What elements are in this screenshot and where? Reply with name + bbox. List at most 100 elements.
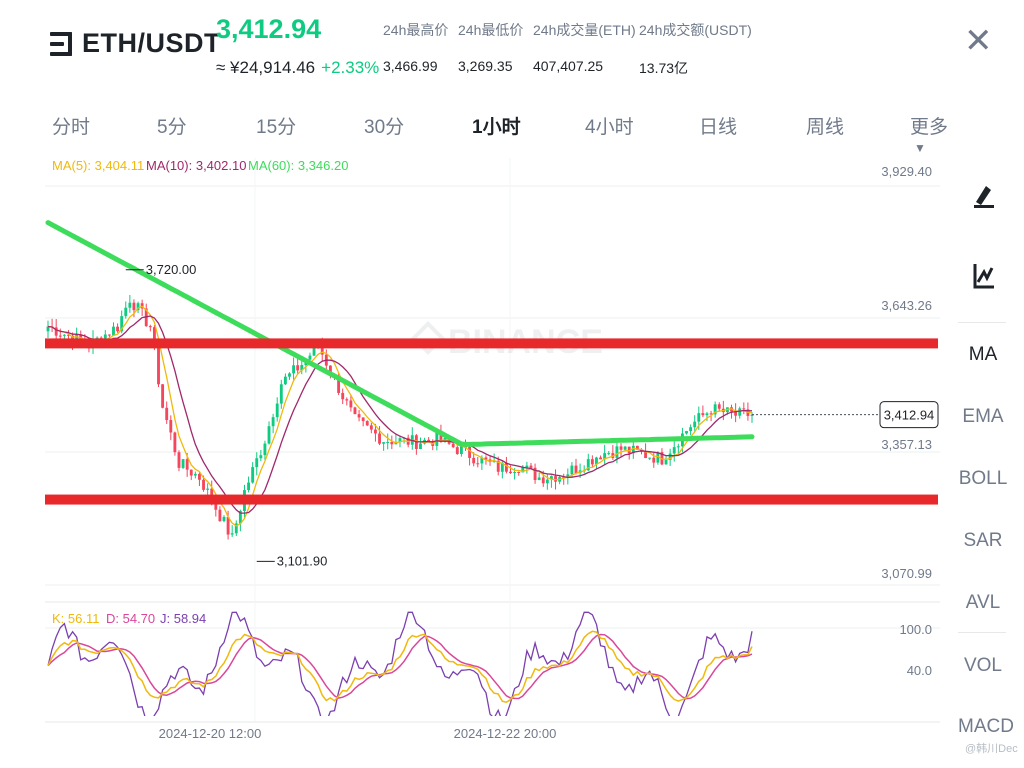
- candle-body: [521, 467, 525, 473]
- tab-4h[interactable]: 4小时: [585, 117, 634, 138]
- candle-body: [419, 443, 422, 449]
- candle-body: [255, 458, 259, 468]
- indicator-avl[interactable]: AVL: [965, 592, 1001, 613]
- candle-body: [701, 413, 705, 416]
- candle-body: [496, 460, 500, 472]
- price-axis-hidden-label: 3,357.13: [881, 437, 932, 452]
- candle-body: [234, 523, 238, 534]
- candle-body: [603, 453, 607, 460]
- candle-body: [226, 516, 230, 535]
- candle-body: [341, 392, 345, 400]
- tab-15m[interactable]: 15分: [256, 117, 297, 138]
- candle-body: [484, 457, 488, 460]
- sidebar-divider: [958, 632, 1006, 633]
- candle-body: [189, 469, 193, 476]
- stat-24h-volume: 24h成交量(ETH) 407,407.25: [533, 20, 636, 74]
- candle-body: [271, 417, 275, 427]
- candle-body: [337, 375, 341, 393]
- candle-body: [427, 439, 431, 442]
- candle-body: [173, 432, 177, 453]
- candle-body: [353, 407, 357, 415]
- candle-body: [181, 459, 185, 468]
- kdj-j-legend: J: 58.94: [160, 611, 206, 626]
- trading-pair[interactable]: ETH/USDT: [82, 28, 221, 58]
- price-axis-label: 3,070.99: [881, 566, 932, 581]
- candle-body: [263, 443, 267, 456]
- price-axis-label: 3,929.40: [881, 164, 932, 179]
- candle-body: [627, 446, 631, 454]
- price-sub: ≈ ¥24,914.46 +2.33%: [216, 58, 379, 78]
- candle-body: [136, 303, 140, 311]
- menu-icon[interactable]: [50, 30, 72, 60]
- candle-body: [439, 432, 443, 443]
- candle-body: [693, 421, 697, 428]
- price-chart[interactable]: BINANCE MA(5): 3,404.11 MA(10): 3,402.10…: [0, 148, 958, 748]
- candle-body: [570, 465, 574, 475]
- indicator-ma[interactable]: MA: [968, 344, 998, 365]
- candle-body: [574, 465, 578, 474]
- tab-1d[interactable]: 日线: [699, 117, 738, 138]
- tab-1w[interactable]: 周线: [806, 117, 845, 138]
- candle-body: [112, 326, 115, 336]
- candle-body: [382, 442, 386, 444]
- tab-5m[interactable]: 5分: [157, 117, 187, 138]
- stat-value: 13.73亿: [639, 60, 689, 76]
- stat-value: 407,407.25: [533, 58, 604, 74]
- candle-body: [218, 509, 222, 522]
- candle-body: [374, 429, 377, 434]
- candle-body: [238, 511, 242, 524]
- kdj-j-line: [47, 611, 753, 716]
- candle-body: [435, 432, 439, 446]
- candle-body: [615, 446, 619, 458]
- candle-body: [161, 384, 165, 408]
- close-icon[interactable]: ✕: [964, 22, 993, 60]
- draw-indicator-icon[interactable]: [972, 262, 996, 290]
- kdj-k-line: [47, 630, 753, 704]
- candle-body: [529, 465, 533, 468]
- kdj-d-legend: D: 54.70: [106, 611, 155, 626]
- draw-pen-icon[interactable]: [972, 180, 996, 208]
- tab-time-share[interactable]: 分时: [52, 117, 91, 138]
- current-price-box: [879, 401, 939, 429]
- candle-body: [95, 337, 99, 339]
- candle-body: [541, 477, 545, 484]
- candle-body: [222, 516, 226, 522]
- indicator-ema[interactable]: EMA: [962, 406, 1004, 427]
- candle-body: [566, 474, 570, 478]
- tab-30m[interactable]: 30分: [364, 117, 405, 138]
- candle-body: [513, 471, 517, 474]
- price-axis-label: 3,643.26: [881, 298, 932, 313]
- support-resistance-line: [45, 338, 938, 349]
- candle-body: [300, 365, 304, 371]
- candle-body: [480, 457, 484, 464]
- user-watermark: @韩川Dec: [965, 743, 1018, 755]
- stat-label: 24h成交量(ETH): [533, 22, 636, 38]
- indicator-macd[interactable]: MACD: [958, 716, 1014, 737]
- candle-body: [308, 355, 312, 360]
- change-percent: +2.33%: [321, 58, 380, 77]
- indicator-vol[interactable]: VOL: [963, 655, 1003, 676]
- candle-body: [165, 407, 169, 421]
- candle-body: [169, 420, 173, 433]
- candle-body: [656, 452, 660, 463]
- candle-body: [320, 345, 324, 355]
- candle-body: [230, 533, 234, 535]
- candle-layer: [45, 220, 755, 540]
- candle-body: [545, 479, 549, 484]
- indicator-boll[interactable]: BOLL: [958, 468, 1008, 489]
- tab-1h[interactable]: 1小时: [472, 117, 521, 138]
- indicator-sar[interactable]: SAR: [963, 530, 1003, 551]
- candle-body: [455, 447, 459, 454]
- candle-body: [128, 302, 132, 308]
- candle-body: [672, 447, 676, 454]
- candle-body: [386, 441, 390, 443]
- candle-body: [202, 479, 205, 490]
- candle-body: [550, 476, 553, 480]
- tab-more[interactable]: 更多 ▼: [910, 112, 960, 161]
- candle-body: [697, 413, 701, 422]
- candle-body: [664, 459, 668, 465]
- candle-body: [586, 459, 590, 471]
- candle-body: [206, 488, 210, 490]
- current-price-label: 3,412.94: [884, 408, 935, 423]
- candle-body: [717, 404, 721, 409]
